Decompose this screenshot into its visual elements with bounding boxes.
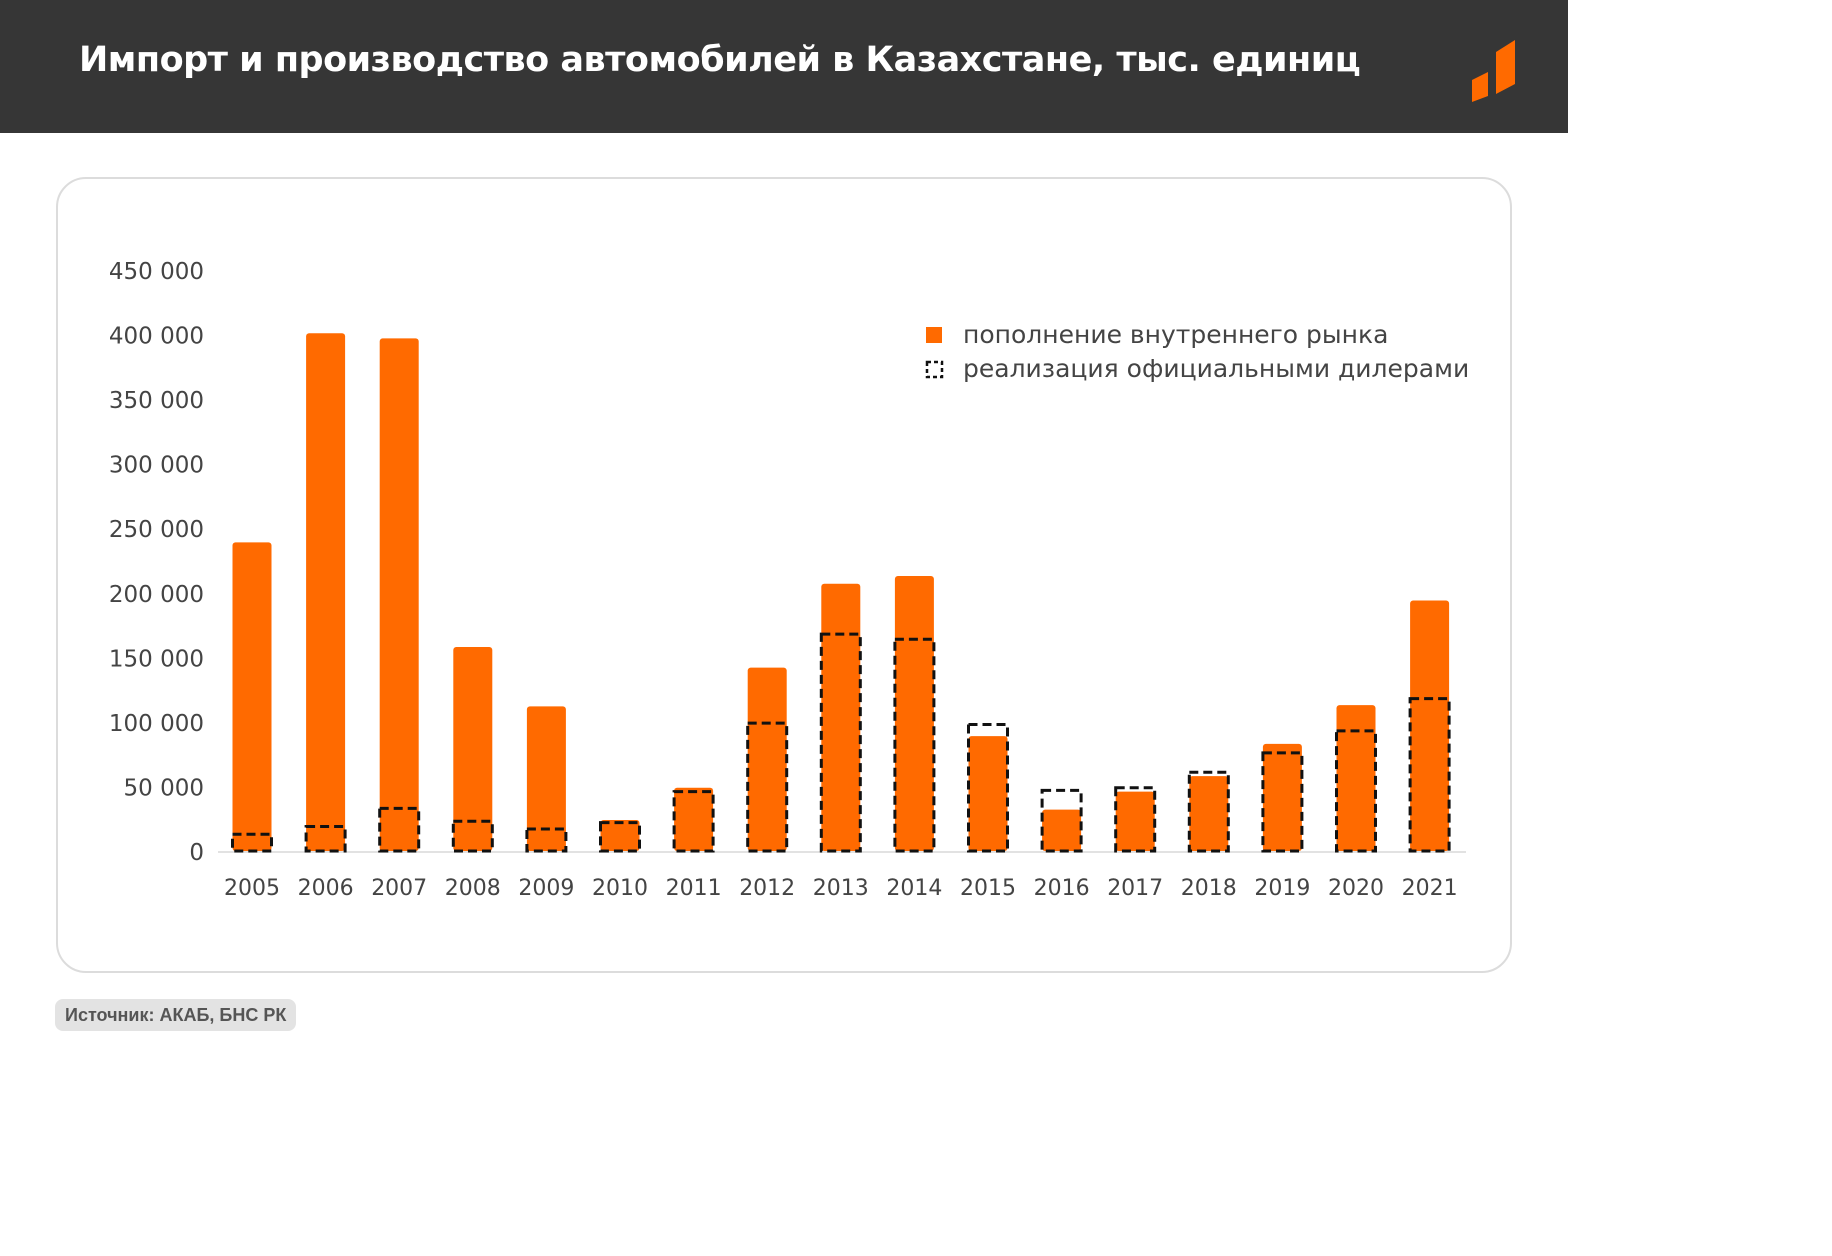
x-tick-label: 2017 (1107, 876, 1163, 901)
bar-market-2014 (894, 575, 934, 851)
x-tick-label: 2019 (1254, 876, 1310, 901)
bar-market-2013 (821, 583, 861, 851)
bar-dealers-2021 (1408, 697, 1451, 853)
bar-market-2006 (306, 333, 346, 851)
x-tick-label: 2020 (1328, 876, 1384, 901)
y-tick-label: 400 000 (109, 324, 204, 350)
y-tick-label: 0 (189, 840, 204, 866)
bar-market-2017 (1115, 791, 1155, 851)
bar-market-2019 (1262, 743, 1302, 851)
bar-dealers-2020 (1335, 729, 1377, 853)
bar-dealers-2007 (378, 806, 421, 853)
bar-dealers-2005 (231, 832, 273, 853)
x-tick-label: 2011 (666, 876, 722, 901)
legend-label-market: пополнение внутреннего рынка (963, 320, 1388, 349)
x-tick-label: 2008 (445, 876, 501, 901)
legend-label-dealers: реализация официальными дилерами (963, 354, 1469, 383)
bar-market-2016 (1042, 809, 1082, 851)
bar-market-2010 (600, 820, 640, 851)
x-tick-label: 2015 (960, 876, 1016, 901)
x-tick-label: 2005 (224, 876, 280, 901)
x-tick-label: 2014 (886, 876, 942, 901)
bar-dealers-2009 (525, 827, 568, 853)
bar-dealers-2006 (304, 824, 347, 853)
x-tick-label: 2009 (518, 876, 574, 901)
bar-market-2021 (1410, 600, 1450, 851)
bar-dealers-2014 (893, 637, 936, 853)
bar-market-2015 (968, 736, 1008, 851)
bar-chart: 0 50 000 100 000 150 000 200 000 250 000 300 0… (109, 259, 1469, 901)
bar-dealers-2018 (1187, 770, 1230, 853)
x-tick-label: 2021 (1402, 876, 1458, 901)
header-bar: Импорт и производство автомобилей в Каза… (0, 0, 1568, 133)
x-tick-label: 2006 (298, 876, 354, 901)
y-tick-label: 50 000 (124, 775, 204, 801)
bar-market-2018 (1189, 776, 1229, 851)
bar-dealers-2013 (819, 632, 862, 853)
x-tick-label: 2007 (371, 876, 427, 901)
chart-card: 0 50 000 100 000 150 000 200 000 250 000 300 0… (56, 177, 1512, 973)
bar-market-2008 (453, 647, 493, 851)
bar-market-2020 (1336, 705, 1376, 851)
legend-swatch-market (926, 327, 942, 343)
bar-dealers-2016 (1040, 788, 1083, 853)
bar-market-2011 (674, 787, 714, 851)
x-tick-label: 2012 (739, 876, 795, 901)
x-tick-label: 2018 (1181, 876, 1237, 901)
bar-market-2005 (232, 542, 272, 851)
bar-dealers-2011 (672, 790, 715, 853)
bar-dealers-2012 (746, 721, 789, 853)
bar-dealers-2010 (599, 821, 641, 853)
y-tick-label: 100 000 (109, 711, 204, 737)
x-tick-label: 2013 (813, 876, 869, 901)
source-note: Источник: АКАБ, БНС РК (55, 999, 297, 1031)
y-tick-label: 350 000 (109, 388, 204, 414)
y-tick-label: 300 000 (109, 453, 204, 479)
bar-market-2009 (526, 706, 566, 851)
bar-dealers-2008 (451, 819, 494, 853)
page-title: Импорт и производство автомобилей в Каза… (79, 40, 1361, 80)
bar-market-2012 (747, 667, 787, 851)
legend-swatch-dealers (925, 360, 944, 379)
y-tick-label: 250 000 (109, 517, 204, 543)
brand-logo-icon (1472, 40, 1515, 102)
x-tick-label: 2016 (1034, 876, 1090, 901)
y-tick-label: 450 000 (109, 259, 204, 285)
y-tick-label: 150 000 (109, 646, 204, 672)
bar-dealers-2017 (1114, 786, 1157, 853)
bar-dealers-2019 (1261, 751, 1304, 853)
y-tick-label: 200 000 (109, 582, 204, 608)
bar-dealers-2015 (967, 722, 1009, 853)
x-tick-label: 2010 (592, 876, 648, 901)
bar-market-2007 (379, 338, 419, 851)
